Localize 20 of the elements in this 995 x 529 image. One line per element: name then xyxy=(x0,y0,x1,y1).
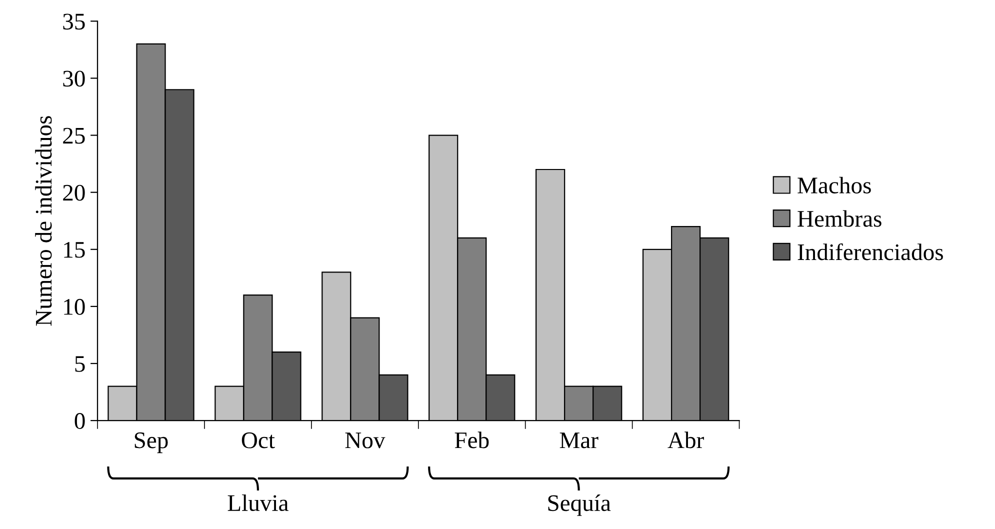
x-tick-label: Oct xyxy=(242,432,275,448)
y-axis-title: Numero de individuos xyxy=(35,116,52,326)
y-tick-label: 30 xyxy=(63,70,85,87)
y-tick-label: 0 xyxy=(74,413,85,429)
text: Lluvia xyxy=(228,494,288,512)
y-tick-label: 20 xyxy=(63,184,85,201)
legend-label: Hembras xyxy=(798,210,882,227)
y-tick-label: 25 xyxy=(63,128,85,144)
x-tick-label: Abr xyxy=(668,432,704,448)
legend-label: Indiferenciados xyxy=(798,243,943,260)
legend-label: Machos xyxy=(798,176,871,194)
x-tick-label: Sep xyxy=(134,432,168,454)
x-tick-label: Mar xyxy=(560,432,598,448)
text: Sequía xyxy=(548,494,611,516)
y-tick-label: 5 xyxy=(75,356,85,372)
x-tick-label: Feb xyxy=(454,432,489,448)
y-tick-label: 35 xyxy=(63,14,85,30)
y-tick-label: 15 xyxy=(64,242,85,258)
x-tick-label: Nov xyxy=(345,432,386,448)
y-tick-label: 10 xyxy=(64,298,85,315)
